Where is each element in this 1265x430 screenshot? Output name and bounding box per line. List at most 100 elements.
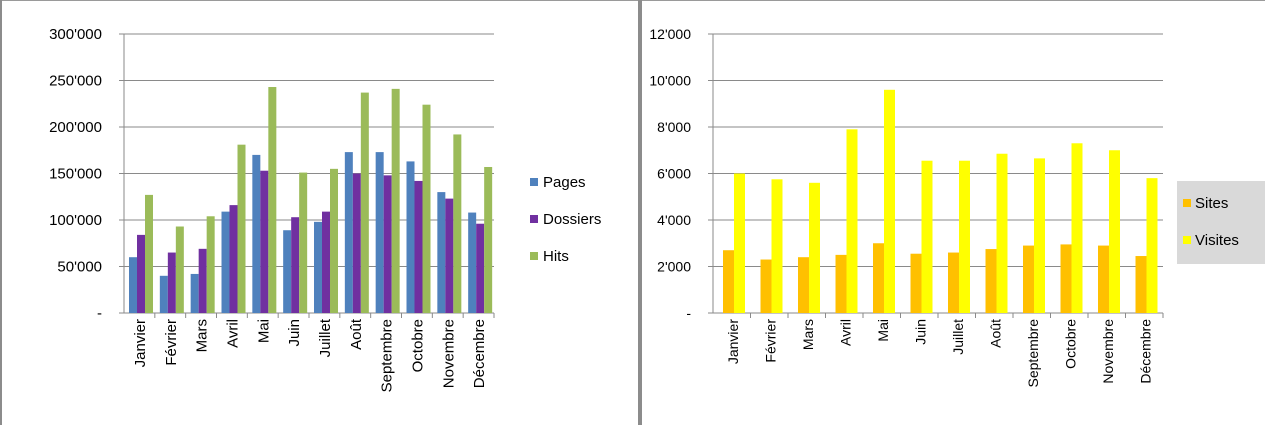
bar-pages: [437, 192, 446, 313]
x-tick-label: Janvier: [725, 319, 741, 364]
bar-pages: [283, 230, 292, 313]
y-tick-label: 200'000: [49, 119, 102, 136]
bar-visites: [846, 129, 858, 313]
bar-dossiers: [260, 170, 269, 313]
bar-sites: [910, 253, 922, 313]
chart-panel-visits: - 2'000 4'000 6'000 8'000 10'000 12'000 Janvier…: [642, 0, 1265, 425]
x-tick-label: Novembre: [440, 319, 457, 388]
bar-dossiers: [198, 248, 207, 313]
bar-pages: [314, 221, 322, 313]
bar-hits: [145, 194, 153, 313]
x-tick-label: Mai: [875, 319, 891, 342]
x-tick-label: Décembre: [1138, 319, 1154, 384]
top-rule: [0, 0, 1265, 1]
y-tick-label: -: [97, 305, 102, 322]
x-tick-label: Août: [988, 319, 1004, 348]
bar-dossiers: [414, 180, 423, 313]
x-tick-label: Mars: [800, 319, 816, 350]
bar-dossiers: [137, 234, 145, 313]
legend-background: [1177, 181, 1265, 264]
bar-hits: [237, 144, 246, 313]
bar-pages: [406, 161, 415, 313]
y-tick-label: 4'000: [657, 212, 691, 228]
x-tick-label: Avril: [225, 319, 242, 348]
bar-visites: [809, 182, 820, 313]
bar-visites: [734, 173, 745, 313]
x-tick-label: Février: [763, 319, 779, 363]
x-tick-label: Août: [348, 318, 365, 350]
bar-pages: [190, 273, 199, 313]
y-tick-label: -: [686, 305, 691, 321]
x-tick-label: Octobre: [410, 319, 427, 372]
y-tick-label: 8'000: [657, 119, 691, 135]
bar-sites: [1060, 244, 1072, 313]
legend-swatch-pages: [530, 178, 538, 186]
x-tick-label: Mai: [255, 319, 272, 343]
bar-visites: [1109, 150, 1120, 313]
legend-label: Visites: [1195, 232, 1239, 249]
x-tick-label: Juillet: [317, 318, 334, 357]
bar-hits: [330, 168, 338, 313]
bar-hits: [206, 216, 215, 313]
x-tick-label: Mars: [194, 319, 211, 352]
bar-sites: [1023, 245, 1034, 313]
bar-pages: [375, 152, 384, 313]
bar-visites: [771, 179, 783, 313]
x-tick-label: Juin: [286, 319, 303, 347]
bar-dossiers: [383, 175, 392, 313]
bar-sites: [1098, 245, 1109, 313]
bar-pages: [468, 212, 477, 313]
bar-sites: [835, 254, 847, 313]
y-tick-label: 100'000: [49, 212, 102, 229]
x-tick-label: Septembre: [1025, 319, 1041, 388]
bar-pages: [252, 154, 261, 313]
bar-sites: [948, 252, 959, 313]
bar-hits: [484, 166, 493, 313]
y-tick-label: 50'000: [57, 259, 102, 276]
y-tick-label: 2'000: [657, 259, 691, 275]
bar-dossiers: [476, 223, 485, 313]
bar-pages: [344, 152, 353, 313]
bar-visites: [996, 153, 1008, 313]
legend-swatch-dossiers: [530, 215, 538, 223]
bar-visites: [884, 89, 895, 313]
bar-sites: [798, 257, 809, 313]
x-tick-label: Décembre: [471, 319, 488, 388]
bar-hits: [422, 104, 431, 314]
chart-sites-visites: - 2'000 4'000 6'000 8'000 10'000 12'000 Janvier…: [649, 26, 1265, 388]
bar-visites: [959, 160, 970, 313]
legend-swatch-hits: [530, 252, 538, 260]
y-tick-label: 300'000: [49, 26, 102, 43]
bar-sites: [985, 249, 997, 313]
y-tick-label: 10'000: [649, 73, 691, 89]
bar-pages: [159, 275, 168, 313]
x-tick-label: Avril: [838, 319, 854, 346]
bar-sites: [873, 243, 884, 313]
bar-pages: [221, 211, 230, 313]
bar-visites: [1071, 143, 1083, 313]
legend-label: Hits: [543, 248, 569, 265]
bar-hits: [299, 172, 308, 313]
bar-dossiers: [322, 211, 330, 313]
bar-sites: [1135, 256, 1147, 313]
y-tick-label: 150'000: [49, 166, 102, 183]
bar-dossiers: [291, 217, 300, 313]
bar-sites: [723, 250, 734, 313]
y-tick-label: 250'000: [49, 73, 102, 90]
y-tick-label: 6'000: [657, 166, 691, 182]
bar-hits: [360, 92, 369, 313]
y-tick-label: 12'000: [649, 26, 691, 42]
legend-swatch-sites: [1183, 199, 1191, 207]
x-tick-label: Novembre: [1100, 319, 1116, 384]
legend-label: Sites: [1195, 195, 1228, 212]
chart-panel-pages: - 50'000 100'000 150'000 200'000 250'000 300'0…: [0, 0, 601, 425]
panel-divider: [638, 0, 642, 425]
bar-hits: [391, 88, 400, 314]
bar-visites: [1146, 178, 1158, 313]
x-tick-label: Février: [163, 319, 180, 366]
x-tick-label: Janvier: [132, 319, 149, 367]
x-tick-label: Septembre: [379, 319, 396, 392]
bar-dossiers: [352, 173, 361, 313]
bar-visites: [921, 160, 933, 313]
